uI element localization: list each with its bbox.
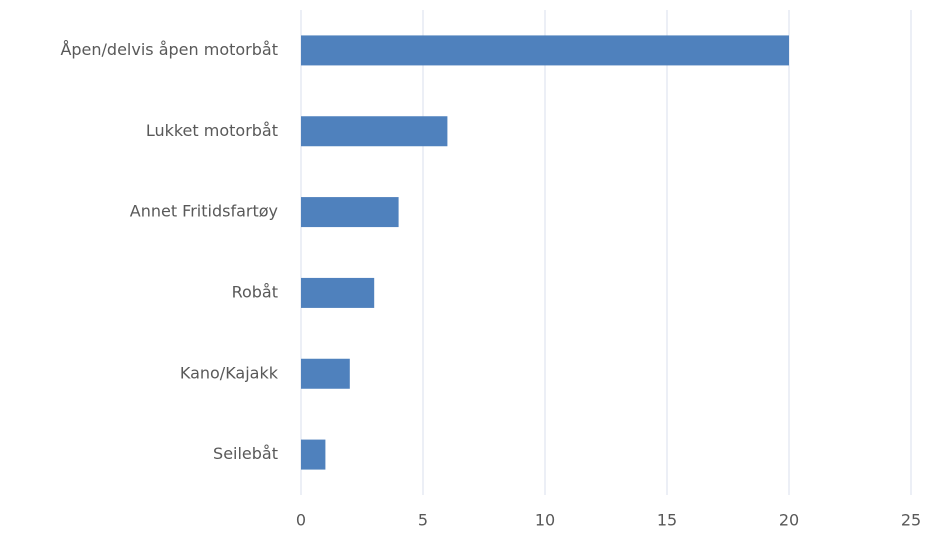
y-tick-label: Kano/Kajakk [180,363,279,382]
y-tick-label: Seilebåt [213,444,278,463]
x-tick-label: 25 [901,511,921,530]
bar [301,358,350,389]
x-tick-label: 20 [779,511,799,530]
bar [301,197,399,228]
x-tick-label: 15 [657,511,677,530]
x-tick-label: 5 [418,511,428,530]
y-tick-label: Robåt [232,282,278,301]
x-tick-label: 10 [535,511,555,530]
bar [301,116,448,147]
bar [301,277,375,308]
y-tick-label: Lukket motorbåt [146,121,278,140]
y-tick-label: Åpen/delvis åpen motorbåt [60,40,278,59]
x-tick-label: 0 [296,511,306,530]
y-tick-label: Annet Fritidsfartøy [130,202,278,221]
bar [301,35,789,66]
bar [301,439,326,470]
